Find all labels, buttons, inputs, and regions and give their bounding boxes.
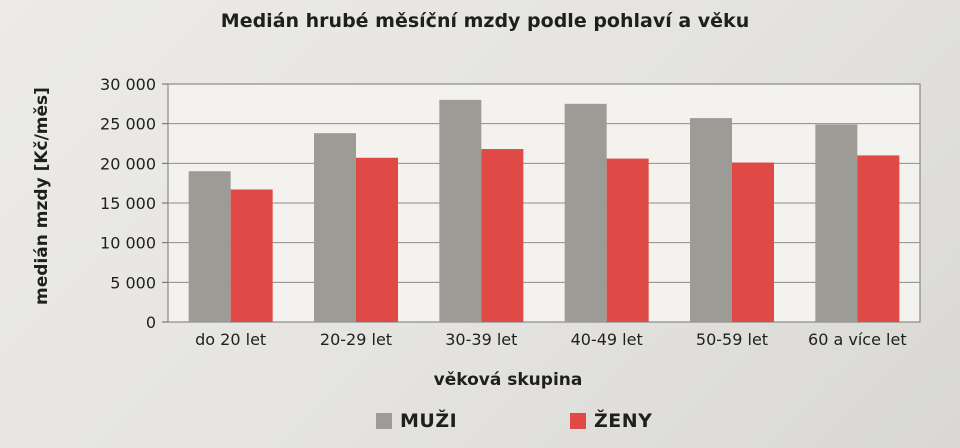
bar-muzi — [188, 171, 231, 322]
x-axis-ticks: do 20 let 20-29 let 30-39 let 40-49 let 50-5… — [195, 330, 906, 349]
grid-lines — [168, 123, 920, 283]
bar-muzi — [815, 124, 858, 323]
x-tick-label: 30-39 let — [445, 330, 517, 349]
bar-zeny — [732, 162, 774, 322]
chart-title: Medián hrubé měsíční mzdy podle pohlaví … — [221, 10, 749, 32]
legend-item-zeny: ŽENY — [570, 410, 652, 432]
bar-zeny — [230, 189, 273, 322]
y-tick-label: 25 000 — [100, 115, 156, 134]
bar-muzi — [439, 99, 482, 322]
y-tick-label: 0 — [146, 313, 156, 332]
legend-label-zeny: ŽENY — [594, 410, 653, 432]
bar-zeny — [481, 149, 524, 322]
legend-label-muzi: MUŽI — [400, 410, 458, 432]
x-tick-label: 50-59 let — [696, 330, 768, 349]
legend: MUŽI ŽENY — [0, 402, 960, 438]
y-tick-label: 10 000 — [100, 234, 156, 253]
legend-swatch-zeny — [570, 413, 586, 429]
y-tick-label: 15 000 — [100, 194, 156, 213]
x-tick-label: 40-49 let — [571, 330, 643, 349]
legend-item-muzi: MUŽI — [376, 410, 457, 432]
bar-muzi — [564, 103, 607, 322]
y-tick-label: 5 000 — [110, 273, 156, 292]
y-axis-ticks: 0 5 000 10 000 15 000 20 000 25 000 30 000 — [100, 75, 168, 332]
bars — [188, 99, 900, 323]
x-tick-label: 20-29 let — [320, 330, 392, 349]
legend-swatch-muzi — [376, 413, 392, 429]
y-axis-label: medián mzdy [Kč/měs] — [32, 87, 52, 305]
y-tick-label: 30 000 — [100, 75, 156, 94]
bar-zeny — [356, 157, 398, 322]
bar-zeny — [857, 155, 900, 322]
x-tick-label: 60 a více let — [808, 330, 907, 349]
x-tick-label: do 20 let — [195, 330, 266, 349]
bar-zeny — [606, 158, 649, 322]
x-axis-label: věková skupina — [434, 370, 583, 390]
bar-muzi — [690, 118, 732, 322]
bar-muzi — [314, 133, 356, 322]
y-tick-label: 20 000 — [100, 154, 156, 173]
